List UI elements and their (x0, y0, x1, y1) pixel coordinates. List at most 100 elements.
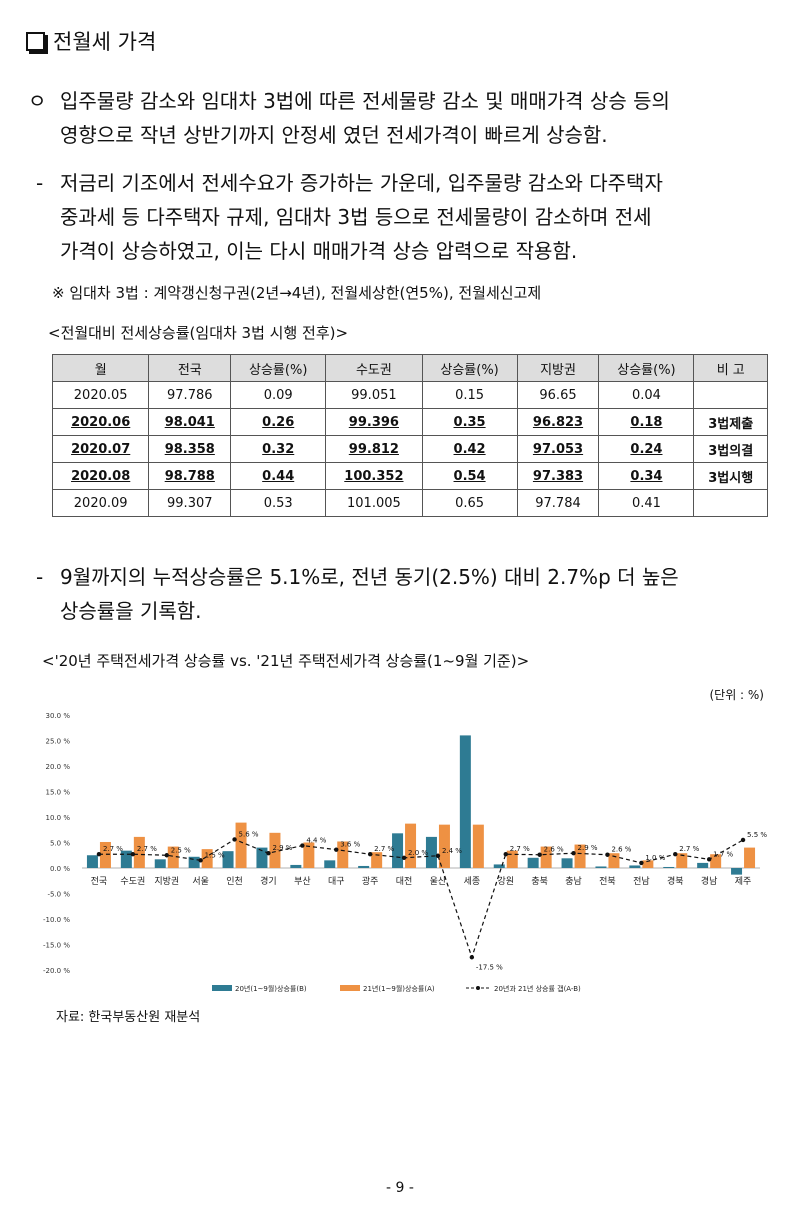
x-tick-label: 충북 (531, 876, 548, 887)
bar-2021 (303, 842, 315, 868)
bullet-line: 영향으로 작년 상반기까지 안정세 였던 전세가격이 빠르게 상승함. (60, 123, 608, 147)
gap-point (198, 858, 203, 863)
bullet-dash-1: - 저금리 기조에서 전세수요가 증가하는 가운데, 입주물량 감소와 다주택자… (36, 166, 788, 268)
bar-2021 (506, 850, 518, 868)
header-cell: 지방권 (516, 354, 600, 382)
gap-data-label: 4.4 % (306, 837, 326, 845)
table-cell: 0.04 (598, 381, 695, 409)
bar-2021 (608, 853, 620, 868)
table-cell: 0.35 (421, 408, 518, 436)
bar-2020 (222, 851, 234, 868)
page-number: - 9 - (386, 1180, 414, 1196)
table-row: 2020.07 98.358 0.32 99.812 0.42 97.053 0… (51, 435, 768, 463)
table-cell: 2020.09 (51, 489, 150, 517)
rent-table: 월 전국 상승률(%) 수도권 상승률(%) 지방권 상승률(%) 비 고 20… (51, 354, 768, 517)
table-cell: 100.352 (325, 462, 423, 490)
checkbox-icon (26, 31, 48, 54)
bullet-marker: - (36, 565, 44, 589)
table-cell: 2020.05 (51, 381, 150, 409)
bar-2020 (629, 865, 641, 868)
x-tick-label: 경북 (667, 875, 684, 887)
header-cell: 수도권 (325, 354, 423, 382)
gap-data-label: 5.5 % (747, 831, 767, 839)
y-tick-label: -5.0 % (47, 891, 70, 899)
x-tick-label: 경기 (260, 875, 277, 887)
section-title: 전월세 가격 (53, 30, 157, 54)
law-note: ※ 임대차 3법 : 계약갱신청구권(2년→4년), 전월세상한(연5%), 전… (52, 284, 542, 302)
bar-2021 (133, 836, 145, 868)
table-cell: 3법시행 (693, 462, 768, 490)
table-row: 2020.05 97.786 0.09 99.051 0.15 96.65 0.… (51, 381, 768, 409)
x-tick-label: 세종 (464, 876, 481, 887)
header-cell: 비 고 (693, 354, 768, 382)
legend-label-gap: 20년과 21년 상승률 갭(A-B) (494, 984, 581, 993)
legend-marker-gap (476, 986, 480, 990)
gap-data-label: 2.7 % (679, 845, 699, 853)
y-tick-label: 20.0 % (46, 763, 71, 771)
x-tick-label: 부산 (294, 876, 311, 887)
bar-2020 (392, 833, 404, 868)
bar-2020 (86, 855, 98, 868)
bar-2020 (527, 857, 539, 868)
bar-2021 (642, 860, 654, 868)
y-tick-label: 30.0 % (46, 712, 71, 720)
x-tick-label: 전국 (91, 876, 108, 887)
gap-data-label: 2.9 % (578, 844, 598, 852)
bar-2021 (676, 853, 688, 868)
gap-data-label: 2.5 % (171, 846, 191, 854)
gap-data-label: 2.7 % (510, 845, 530, 853)
table-cell: 0.65 (421, 489, 518, 517)
table-header-row: 월 전국 상승률(%) 수도권 상승률(%) 지방권 상승률(%) 비 고 (51, 354, 768, 382)
table-cell: 97.784 (516, 489, 600, 517)
gap-data-label: 2.7 % (103, 845, 123, 853)
y-tick-label: -15.0 % (43, 942, 70, 950)
rent-growth-chart: 30.0 % 25.0 % 20.0 % 15.0 % 10.0 % 5.0 % 0.0 %… (43, 712, 767, 993)
gap-point (401, 855, 407, 860)
gap-point (96, 852, 102, 857)
bullet-line: 상승률을 기록함. (60, 599, 202, 623)
y-tick-label: 15.0 % (46, 789, 71, 797)
table-row: 2020.06 98.041 0.26 99.396 0.35 96.823 0… (51, 408, 768, 436)
gap-data-label: -17.5 % (476, 963, 503, 971)
table-cell: 99.812 (325, 435, 423, 463)
gap-data-label: 2.6 % (544, 846, 564, 854)
x-tick-label: 대전 (396, 876, 413, 887)
bar-2021 (438, 824, 450, 868)
gap-data-label: 2.9 % (272, 844, 292, 852)
bullet-circle-1: ㅇ 입주물량 감소와 임대차 3법에 따른 전세물량 감소 및 매매가격 상승 … (28, 84, 788, 152)
gap-point (571, 851, 576, 856)
bar-2020 (324, 860, 336, 868)
gap-data-label: 2.6 % (611, 846, 631, 854)
x-tick-label: 서울 (192, 876, 209, 887)
gap-point (435, 853, 441, 858)
gap-data-label: 1.7 % (713, 850, 733, 858)
table-cell: 3법의결 (693, 435, 768, 463)
bar-2020 (731, 868, 743, 875)
bar-2021 (744, 847, 756, 868)
table-cell: 97.786 (148, 381, 232, 409)
gap-data-label: 5.6 % (239, 830, 259, 838)
gap-line (98, 838, 744, 960)
table-cell: 101.005 (325, 489, 423, 517)
bar-2020 (493, 864, 505, 868)
table-cell: 0.26 (230, 408, 327, 436)
table-cell: 0.09 (230, 381, 327, 409)
legend-swatch-2020 (212, 985, 232, 991)
table-cell: 99.307 (148, 489, 232, 517)
y-tick-label: 25.0 % (46, 738, 71, 746)
table-cell: 0.53 (230, 489, 327, 517)
chart-caption: <'20년 주택전세가격 상승률 vs. '21년 주택전세가격 상승률(1~9… (42, 652, 530, 670)
table-cell (693, 381, 768, 409)
table-cell: 0.44 (230, 462, 327, 490)
gap-data-label: 3.6 % (340, 841, 360, 849)
bullet-marker: - (36, 171, 44, 195)
header-cell: 상승률(%) (598, 354, 695, 382)
table-row: 2020.08 98.788 0.44 100.352 0.54 97.383 … (51, 462, 768, 490)
gap-point (537, 852, 542, 857)
bullet-marker: ㅇ (28, 89, 47, 113)
table-cell: 3법제출 (693, 408, 768, 436)
gap-point (266, 851, 271, 856)
x-tick-label: 수도권 (120, 875, 145, 887)
legend-swatch-2021 (340, 985, 360, 991)
x-tick-label: 울산 (430, 876, 447, 887)
